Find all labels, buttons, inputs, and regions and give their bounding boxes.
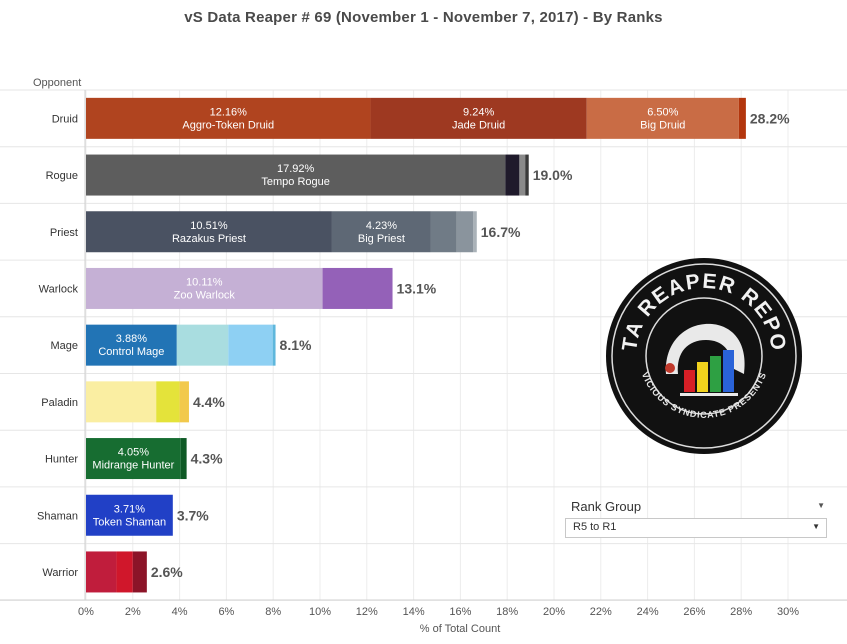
row-label-priest: Priest — [50, 227, 78, 239]
bar-segment[interactable] — [176, 324, 229, 366]
bar-segment[interactable] — [586, 97, 739, 139]
x-tick-label: 4% — [172, 606, 188, 618]
bar-segment[interactable] — [156, 381, 180, 423]
segment-value-label: 10.11% — [186, 276, 223, 288]
data-reaper-logo: DATA REAPER REPORT VICIOUS SYNDICATE PRE… — [596, 238, 804, 456]
segment-archetype-label: Midrange Hunter — [92, 460, 174, 472]
segment-archetype-label: Jade Druid — [452, 119, 505, 131]
segment-value-label: 4.05% — [118, 447, 149, 459]
bar-segment[interactable] — [456, 211, 474, 253]
bar-segment[interactable] — [180, 438, 187, 480]
bar-segment[interactable] — [331, 211, 431, 253]
x-tick-label: 12% — [356, 606, 378, 618]
segment-archetype-label: Tempo Rogue — [261, 176, 330, 188]
bar-segment[interactable] — [86, 154, 506, 196]
bar-segment[interactable] — [228, 324, 273, 366]
segment-value-label: 10.51% — [190, 220, 228, 232]
row-total-label: 13.1% — [397, 280, 437, 296]
row-label-warlock: Warlock — [39, 283, 79, 295]
segment-archetype-label: Big Priest — [358, 233, 405, 245]
filter-menu-icon[interactable]: ▼ — [817, 501, 825, 510]
x-tick-label: 30% — [777, 606, 799, 618]
rank-group-selected-value: R5 to R1 — [573, 521, 617, 533]
row-total-label: 16.7% — [481, 224, 521, 240]
bar-segment[interactable] — [738, 97, 746, 139]
row-total-label: 4.3% — [191, 451, 223, 467]
bar-segment[interactable] — [86, 551, 117, 593]
bar-segment[interactable] — [86, 324, 177, 366]
bar-segment[interactable] — [505, 154, 520, 196]
bar-segment[interactable] — [272, 324, 276, 366]
x-tick-label: 16% — [449, 606, 471, 618]
bar-segment[interactable] — [473, 211, 477, 253]
row-label-warrior: Warrior — [42, 567, 78, 579]
segment-archetype-label: Token Shaman — [93, 516, 166, 528]
bar-segment[interactable] — [525, 154, 529, 196]
segment-archetype-label: Control Mage — [98, 346, 164, 358]
bar-segment[interactable] — [370, 97, 587, 139]
row-label-druid: Druid — [52, 113, 78, 125]
bar-segment[interactable] — [430, 211, 457, 253]
rank-group-filter: Rank Group ▼ R5 to R1 ▼ — [565, 497, 827, 538]
x-tick-label: 18% — [496, 606, 518, 618]
bar-segment[interactable] — [519, 154, 526, 196]
x-axis-title: % of Total Count — [420, 623, 501, 635]
row-label-mage: Mage — [50, 340, 78, 352]
segment-archetype-label: Razakus Priest — [172, 233, 246, 245]
bar-segment[interactable] — [116, 551, 133, 593]
chart-title: vS Data Reaper # 69 (November 1 - Novemb… — [184, 9, 663, 26]
row-total-label: 2.6% — [151, 564, 183, 580]
bar-segment[interactable] — [179, 381, 189, 423]
segment-value-label: 9.24% — [463, 106, 494, 118]
bar-segment[interactable] — [86, 211, 332, 253]
x-tick-label: 20% — [543, 606, 565, 618]
segment-value-label: 12.16% — [210, 106, 248, 118]
row-total-label: 8.1% — [280, 337, 312, 353]
x-tick-label: 2% — [125, 606, 141, 618]
chevron-down-icon: ▼ — [812, 522, 820, 531]
row-label-shaman: Shaman — [37, 510, 78, 522]
bar-segment[interactable] — [322, 267, 393, 309]
rank-group-dropdown[interactable]: R5 to R1 ▼ — [565, 518, 827, 538]
rank-group-title: Rank Group — [571, 499, 642, 514]
segment-value-label: 3.71% — [114, 503, 145, 515]
segment-value-label: 6.50% — [647, 106, 678, 118]
x-tick-label: 10% — [309, 606, 331, 618]
segment-value-label: 17.92% — [277, 163, 315, 175]
row-label-hunter: Hunter — [45, 454, 78, 466]
row-total-label: 3.7% — [177, 507, 209, 523]
bar-segment[interactable] — [86, 97, 371, 139]
segment-archetype-label: Aggro-Token Druid — [182, 119, 274, 131]
row-total-label: 19.0% — [533, 167, 573, 183]
bar-segment[interactable] — [86, 267, 323, 309]
x-tick-label: 22% — [590, 606, 612, 618]
x-tick-label: 28% — [730, 606, 752, 618]
x-tick-label: 8% — [265, 606, 281, 618]
segment-archetype-label: Big Druid — [640, 119, 685, 131]
row-total-label: 4.4% — [193, 394, 225, 410]
segment-archetype-label: Zoo Warlock — [174, 289, 236, 301]
x-tick-label: 6% — [218, 606, 234, 618]
x-tick-label: 14% — [403, 606, 425, 618]
bar-segment[interactable] — [86, 438, 181, 480]
x-tick-label: 26% — [683, 606, 705, 618]
segment-value-label: 4.23% — [366, 220, 397, 232]
row-header: Opponent — [33, 77, 81, 89]
segment-value-label: 3.88% — [116, 333, 147, 345]
x-tick-label: 0% — [78, 606, 94, 618]
row-label-rogue: Rogue — [46, 170, 78, 182]
row-label-paladin: Paladin — [41, 397, 78, 409]
row-total-label: 28.2% — [750, 110, 790, 126]
x-tick-label: 24% — [637, 606, 659, 618]
bar-segment[interactable] — [86, 381, 157, 423]
bar-segment[interactable] — [132, 551, 147, 593]
bar-segment[interactable] — [86, 494, 173, 536]
